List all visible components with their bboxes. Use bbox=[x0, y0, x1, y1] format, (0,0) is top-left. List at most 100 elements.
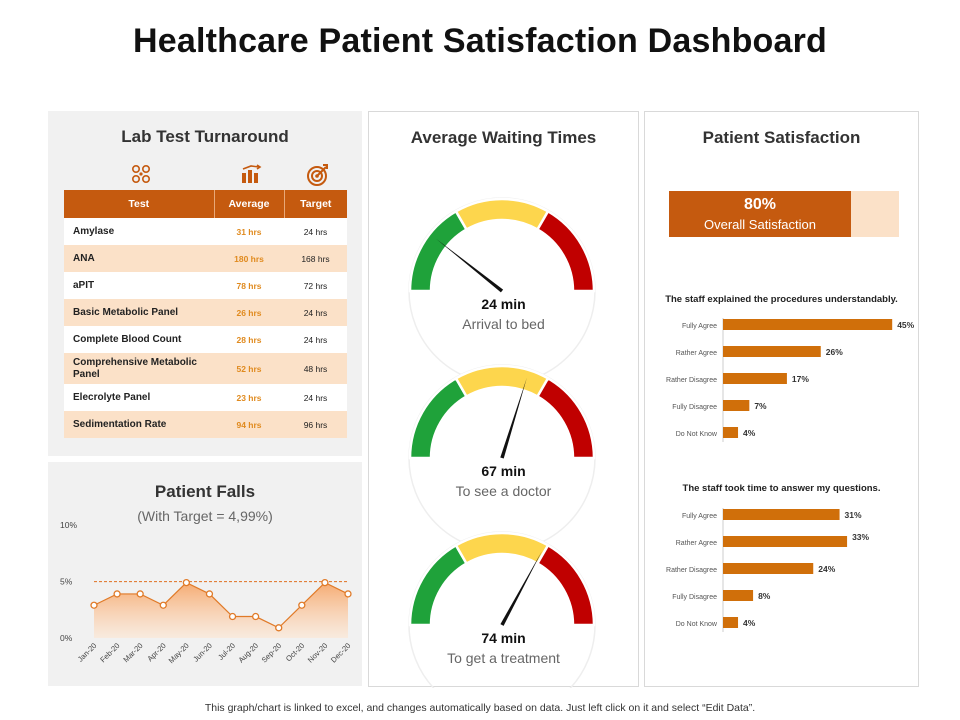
bar-category-label: Rather Agree bbox=[676, 350, 717, 357]
gauge-3-caption: To get a treatment bbox=[447, 650, 560, 666]
y-tick-label: 10% bbox=[60, 520, 77, 530]
test-target: 168 hrs bbox=[284, 245, 347, 272]
falls-point bbox=[113, 590, 121, 598]
x-tick-label: Dec-20 bbox=[329, 641, 352, 664]
table-row: Comprehensive Metabolic Panel 52 hrs 48 … bbox=[64, 353, 347, 384]
gauge-yellow-segment bbox=[454, 197, 550, 232]
x-tick-label: Jul-20 bbox=[216, 641, 237, 662]
question-1-title: The staff explained the procedures under… bbox=[665, 294, 898, 305]
bar-category-label: Rather Disagree bbox=[666, 377, 717, 384]
test-name: aPIT bbox=[64, 272, 214, 299]
falls-point bbox=[275, 624, 283, 632]
satisfaction-bar bbox=[723, 400, 750, 411]
gauge-needle bbox=[500, 377, 527, 459]
test-target: 48 hrs bbox=[284, 353, 347, 384]
test-average: 23 hrs bbox=[214, 384, 284, 411]
waiting-times-title: Average Waiting Times bbox=[410, 128, 597, 147]
satisfaction-bar-charts: Fully Agree 45% Rather Agree 26% Rather Disa… bbox=[666, 318, 915, 632]
x-tick-label: Oct-20 bbox=[284, 641, 306, 663]
test-average: 31 hrs bbox=[214, 218, 284, 245]
test-name: Amylase bbox=[64, 218, 214, 245]
table-row: Amylase 31 hrs 24 hrs bbox=[64, 218, 347, 245]
bar-category-label: Rather Disagree bbox=[666, 567, 717, 574]
test-average: 94 hrs bbox=[214, 411, 284, 438]
bar-category-label: Fully Disagree bbox=[672, 594, 717, 601]
falls-area bbox=[94, 582, 348, 638]
test-name: Complete Blood Count bbox=[64, 326, 214, 353]
lab-icons bbox=[48, 163, 362, 189]
gauge-green-segment bbox=[408, 376, 469, 460]
falls-point bbox=[90, 601, 98, 609]
page-title: Healthcare Patient Satisfaction Dashboar… bbox=[132, 22, 828, 60]
lab-test-title: Lab Test Turnaround bbox=[121, 127, 289, 146]
column-header-target: Target bbox=[284, 190, 347, 218]
gauge-2-value: 67 min bbox=[481, 463, 526, 479]
test-average: 180 hrs bbox=[214, 245, 284, 272]
patient-satisfaction-panel: Patient Satisfaction 80% Overall Satisfa… bbox=[644, 111, 919, 687]
gauge-yellow-segment bbox=[454, 364, 550, 399]
falls-point bbox=[205, 590, 214, 598]
gauge-needle bbox=[436, 238, 504, 293]
satisfaction-bar bbox=[723, 509, 840, 520]
test-target: 24 hrs bbox=[284, 384, 347, 411]
patient-falls-subtitle: (With Target = 4,99%) bbox=[137, 508, 273, 524]
test-name: Sedimentation Rate bbox=[64, 411, 214, 438]
falls-point bbox=[182, 578, 191, 587]
bar-category-label: Fully Agree bbox=[682, 323, 717, 330]
gauge-green-segment bbox=[408, 543, 469, 627]
gauge-green-segment bbox=[408, 209, 469, 293]
falls-point bbox=[136, 590, 144, 598]
satisfaction-bar bbox=[723, 536, 848, 547]
test-target: 72 hrs bbox=[284, 272, 347, 299]
table-header-row: Test Average Target bbox=[64, 190, 347, 218]
column-header-average: Average bbox=[214, 190, 285, 218]
test-average: 52 hrs bbox=[214, 353, 284, 384]
patient-falls-chart: 0% 5% 10% Jan-20 Feb-20 Mar-20 Apr-20 May-20 Jun… bbox=[60, 520, 352, 665]
gauge-needle bbox=[500, 551, 542, 626]
waiting-times-panel: Average Waiting Times 24 min Arrival to … bbox=[368, 111, 639, 688]
bar-value-label: 4% bbox=[743, 428, 756, 438]
bar-category-label: Do Not Know bbox=[676, 431, 718, 438]
falls-point bbox=[228, 612, 237, 621]
column-header-test: Test bbox=[64, 190, 215, 218]
table-row: Elecrolyte Panel 23 hrs 24 hrs bbox=[64, 384, 347, 411]
table-row: Sedimentation Rate 94 hrs 96 hrs bbox=[64, 411, 347, 438]
test-name: Comprehensive Metabolic Panel bbox=[64, 353, 214, 384]
test-name: Elecrolyte Panel bbox=[64, 384, 214, 411]
x-tick-label: Apr-20 bbox=[145, 641, 167, 663]
bar-category-label: Rather Agree bbox=[676, 540, 717, 547]
x-tick-label: May-20 bbox=[167, 641, 191, 665]
gauge-3-value: 74 min bbox=[481, 630, 526, 646]
falls-point bbox=[321, 578, 329, 587]
bar-value-label: 17% bbox=[792, 374, 809, 384]
falls-point bbox=[159, 601, 167, 609]
bar-value-label: 7% bbox=[754, 401, 767, 411]
gauge-yellow-segment bbox=[454, 531, 550, 566]
y-tick-label: 5% bbox=[60, 577, 73, 587]
satisfaction-bar bbox=[723, 373, 787, 384]
molecule-icon bbox=[131, 164, 151, 184]
falls-line bbox=[93, 581, 349, 629]
bar-category-label: Fully Agree bbox=[682, 513, 717, 520]
lab-test-table: Test Average Target Amylase 31 hrs 24 hr… bbox=[64, 190, 347, 438]
satisfaction-bar bbox=[723, 427, 739, 438]
satisfaction-bar bbox=[723, 563, 814, 574]
bar-value-label: 31% bbox=[845, 510, 862, 520]
overall-satisfaction-fill bbox=[669, 191, 851, 237]
test-average: 28 hrs bbox=[214, 326, 284, 353]
x-tick-label: Nov-20 bbox=[306, 641, 329, 664]
gauge-red-segment bbox=[535, 543, 596, 627]
patient-falls-title: Patient Falls bbox=[154, 482, 256, 501]
satisfaction-bar bbox=[723, 346, 821, 357]
falls-point bbox=[344, 590, 352, 598]
overall-satisfaction-value: 80% bbox=[743, 196, 777, 213]
gauge-2-caption: To see a doctor bbox=[455, 483, 552, 499]
y-tick-label: 0% bbox=[60, 633, 73, 643]
x-tick-label: Sep-20 bbox=[260, 641, 283, 664]
x-tick-label: Aug-20 bbox=[237, 641, 260, 664]
bar-category-label: Do Not Know bbox=[676, 621, 718, 628]
bar-value-label: 4% bbox=[743, 618, 756, 628]
x-tick-label: Jan-20 bbox=[76, 641, 99, 664]
test-target: 96 hrs bbox=[284, 411, 347, 438]
overall-satisfaction-caption: Overall Satisfaction bbox=[704, 217, 816, 232]
